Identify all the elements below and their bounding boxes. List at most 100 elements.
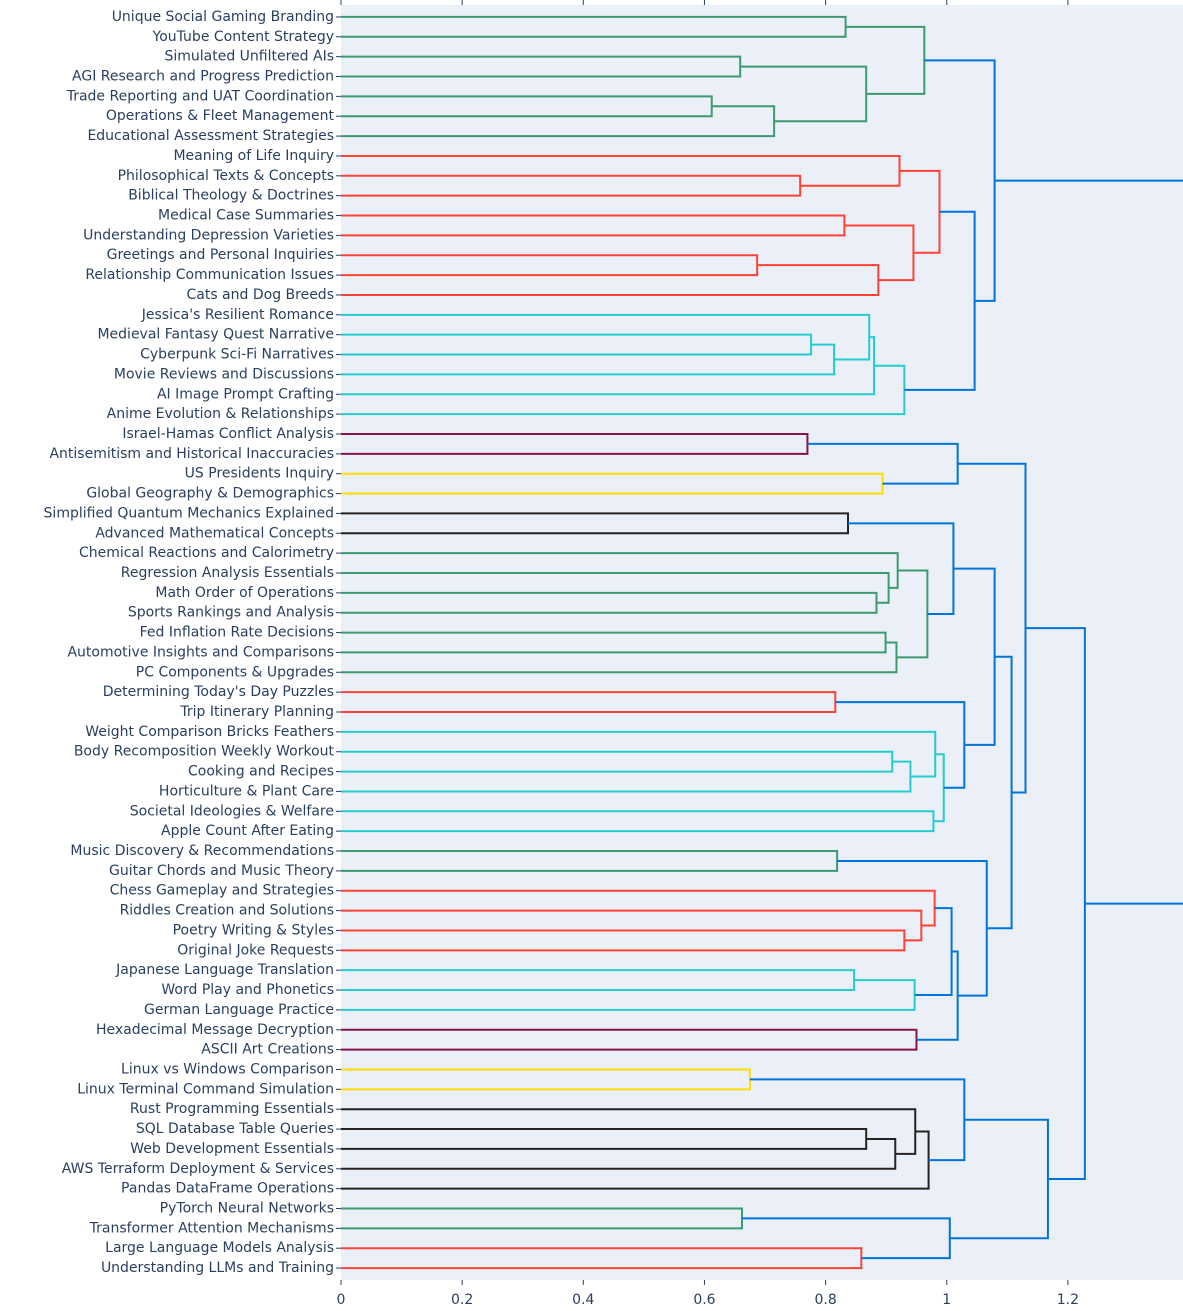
link bbox=[953, 567, 996, 746]
leaf-label: AWS Terraform Deployment & Services bbox=[62, 1161, 334, 1177]
leaf-label: Determining Today's Day Puzzles bbox=[103, 684, 334, 700]
link bbox=[341, 472, 884, 495]
leaf-label: Rust Programming Essentials bbox=[130, 1101, 334, 1117]
leaf-label: Cooking and Recipes bbox=[188, 764, 334, 780]
leaf-label: Movie Reviews and Discussions bbox=[114, 366, 334, 382]
leaf-label: Greetings and Personal Inquiries bbox=[107, 247, 334, 263]
link bbox=[835, 701, 966, 789]
link bbox=[341, 105, 776, 138]
leaf-label: Jessica's Resilient Romance bbox=[141, 307, 334, 323]
leaf-label: Guitar Chords and Music Theory bbox=[109, 863, 334, 879]
link bbox=[341, 15, 847, 38]
leaf-label: Global Geography & Demographics bbox=[86, 486, 334, 502]
leaf-label: Riddles Creation and Solutions bbox=[120, 903, 334, 919]
link bbox=[341, 333, 813, 356]
leaf-label: YouTube Content Strategy bbox=[152, 29, 335, 45]
leaf-label: Regression Analysis Essentials bbox=[121, 565, 334, 581]
leaf-label: Chemical Reactions and Calorimetry bbox=[79, 545, 334, 561]
leaf-label: Societal Ideologies & Welfare bbox=[130, 803, 334, 819]
link bbox=[742, 1217, 951, 1260]
leaf-label: Poetry Writing & Styles bbox=[173, 922, 334, 938]
leaf-label: Apple Count After Eating bbox=[161, 823, 334, 839]
leaf-label: PC Components & Upgrades bbox=[136, 664, 334, 680]
plot-background bbox=[341, 5, 1183, 1280]
link bbox=[986, 655, 1013, 930]
link bbox=[924, 59, 996, 302]
leaf-label: Philosophical Texts & Concepts bbox=[118, 168, 334, 184]
link bbox=[341, 691, 837, 714]
leaf-label: Biblical Theology & Doctrines bbox=[128, 188, 334, 204]
leaf-label: Educational Assessment Strategies bbox=[87, 128, 334, 144]
x-tick-label: 1 bbox=[942, 1292, 951, 1308]
link bbox=[341, 760, 912, 793]
leaf-label: Unique Social Gaming Branding bbox=[112, 9, 334, 25]
leaf-label: Weight Comparison Bricks Feathers bbox=[85, 724, 334, 740]
leaf-label: Anime Evolution & Relationships bbox=[107, 406, 334, 422]
x-tick-label: 0.6 bbox=[693, 1292, 715, 1308]
x-tick-label: 1.2 bbox=[1057, 1292, 1079, 1308]
link bbox=[341, 1137, 897, 1170]
leaf-label: AGI Research and Progress Prediction bbox=[72, 69, 334, 85]
leaf-label: Fed Inflation Rate Decisions bbox=[140, 625, 334, 641]
leaf-label: US Presidents Inquiry bbox=[185, 466, 334, 482]
leaf-label: Word Play and Phonetics bbox=[161, 982, 334, 998]
leaf-label: PyTorch Neural Networks bbox=[160, 1200, 334, 1216]
x-tick-label: 0.2 bbox=[451, 1292, 473, 1308]
link bbox=[904, 210, 976, 391]
link bbox=[341, 889, 936, 927]
link bbox=[896, 569, 929, 659]
leaf-label: Transformer Attention Mechanisms bbox=[89, 1220, 334, 1236]
leaf-label: Music Discovery & Recommendations bbox=[70, 843, 334, 859]
link bbox=[341, 264, 880, 296]
leaf-label: Chess Gameplay and Strategies bbox=[110, 883, 334, 899]
leaf-label: Trade Reporting and UAT Coordination bbox=[66, 88, 334, 104]
link bbox=[845, 25, 926, 95]
link bbox=[914, 907, 953, 997]
link bbox=[341, 730, 937, 778]
leaf-label: Japanese Language Translation bbox=[115, 962, 334, 978]
leaf-label: Medieval Fantasy Quest Narrative bbox=[97, 327, 334, 343]
link bbox=[341, 1108, 917, 1155]
x-tick-label: 0 bbox=[337, 1292, 346, 1308]
leaf-label: Operations & Fleet Management bbox=[106, 108, 335, 124]
leaf-label: Pandas DataFrame Operations bbox=[121, 1181, 334, 1197]
leaf-label: Understanding Depression Varieties bbox=[83, 227, 334, 243]
leaf-label: Math Order of Operations bbox=[155, 585, 334, 601]
leaf-label: Advanced Mathematical Concepts bbox=[95, 525, 334, 541]
link bbox=[341, 552, 899, 589]
leaf-label: Relationship Communication Issues bbox=[85, 267, 334, 283]
leaf-label: Cyberpunk Sci-Fi Narratives bbox=[140, 347, 334, 363]
leaf-label: AI Image Prompt Crafting bbox=[157, 386, 334, 402]
leaf-label: Linux Terminal Command Simulation bbox=[77, 1081, 334, 1097]
link bbox=[749, 1078, 966, 1162]
leaf-label: Understanding LLMs and Training bbox=[101, 1260, 334, 1276]
link bbox=[837, 859, 988, 997]
leaf-label: Horticulture & Plant Care bbox=[159, 783, 334, 799]
link bbox=[341, 1207, 744, 1230]
leaf-label: SQL Database Table Queries bbox=[136, 1121, 334, 1137]
leaf-label: Body Recomposition Weekly Workout bbox=[74, 744, 335, 760]
leaf-label: Simulated Unfiltered AIs bbox=[164, 49, 334, 65]
link bbox=[341, 750, 894, 773]
leaf-label: Web Development Essentials bbox=[130, 1141, 334, 1157]
leaf-label: Automotive Insights and Comparisons bbox=[67, 644, 334, 660]
link bbox=[899, 169, 941, 254]
leaf-label: Original Joke Requests bbox=[177, 942, 334, 958]
x-tick-label: 0.8 bbox=[814, 1292, 836, 1308]
leaf-label: Antisemitism and Historical Inaccuracies bbox=[49, 446, 334, 462]
link bbox=[957, 462, 1027, 794]
leaf-label: Linux vs Windows Comparison bbox=[121, 1061, 334, 1077]
leaf-label: Simplified Quantum Mechanics Explained bbox=[44, 505, 334, 521]
leaf-label: German Language Practice bbox=[144, 1002, 334, 1018]
leaf-label: Hexadecimal Message Decryption bbox=[96, 1022, 334, 1038]
link bbox=[341, 512, 850, 535]
link bbox=[341, 979, 916, 1011]
leaf-label: Medical Case Summaries bbox=[158, 208, 334, 224]
leaf-label: Large Language Models Analysis bbox=[105, 1240, 334, 1256]
link bbox=[341, 95, 713, 118]
leaf-label: Meaning of Life Inquiry bbox=[173, 148, 334, 164]
link bbox=[994, 179, 1183, 905]
leaf-label: Sports Rankings and Analysis bbox=[128, 605, 334, 621]
link bbox=[341, 631, 887, 654]
